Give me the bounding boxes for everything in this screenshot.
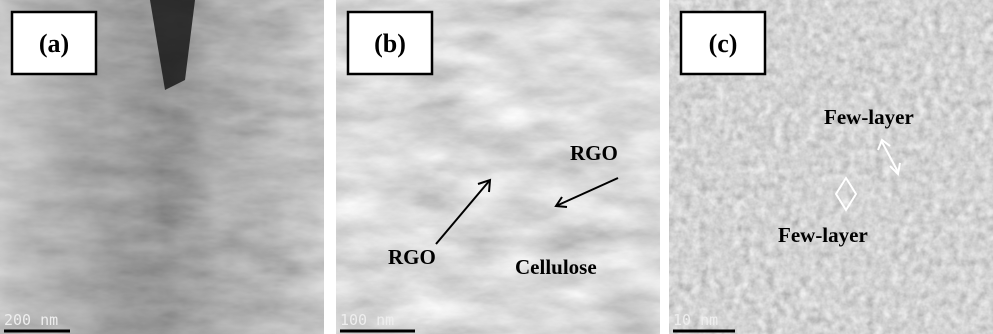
panel-label: (b) [374, 29, 406, 58]
scale-bar-text: 200 nm [4, 311, 58, 329]
panel-b: (b) RGO RGO Cellulose 100 nm [336, 0, 660, 334]
annotation: RGO [570, 141, 618, 165]
annotation: Cellulose [515, 255, 597, 279]
annotation: Few-layer [778, 223, 868, 247]
annotation: RGO [388, 245, 436, 269]
scale-bar-text: 10 nm [673, 311, 718, 329]
scale-bar-text: 100 nm [340, 311, 394, 329]
figure: (a) 200 nm (b) RGO RGO Cellulose 100 nm … [0, 0, 993, 334]
panel-label: (c) [709, 29, 738, 58]
panel-c: (c) Few-layer Few-layer 10 nm [669, 0, 993, 334]
annotation: Few-layer [824, 105, 914, 129]
panel-a: (a) 200 nm [0, 0, 324, 334]
panel-label: (a) [39, 29, 69, 58]
